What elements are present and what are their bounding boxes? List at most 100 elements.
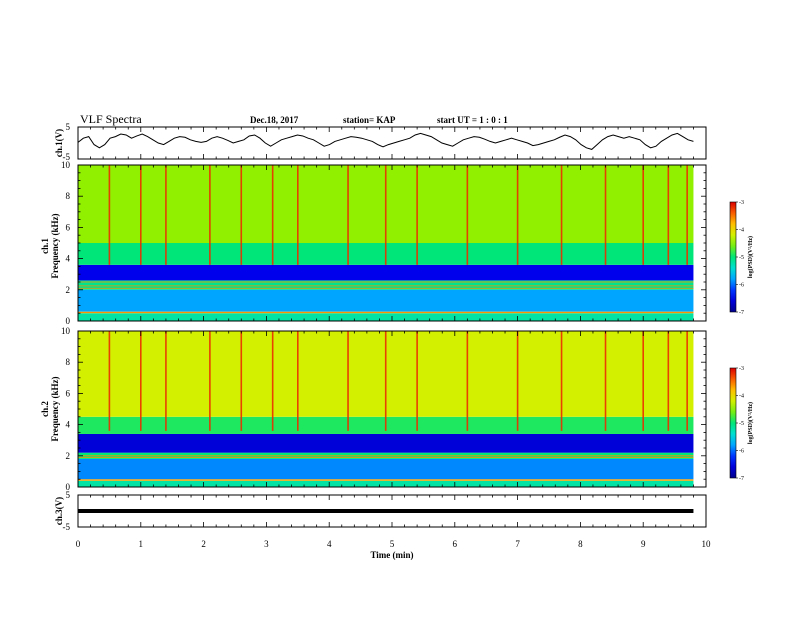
colorbar-label: log(PSD)(V²/Hz) bbox=[747, 402, 754, 444]
header-date: Dec.18, 2017 bbox=[250, 115, 299, 125]
colorbar-label: log(PSD)(V²/Hz) bbox=[747, 236, 754, 278]
ch1-spectrogram-ylabel-channel: ch.1 bbox=[40, 238, 50, 254]
freq-tick-label-0: 0 bbox=[66, 316, 71, 326]
colorbar-tick-label--5: -5 bbox=[739, 255, 744, 261]
sferic-15 bbox=[667, 331, 670, 431]
header-station: station= KAP bbox=[343, 115, 396, 125]
time-axis-label: Time (min) bbox=[370, 550, 413, 560]
spectral-band-2 bbox=[78, 458, 694, 480]
sferic-13 bbox=[604, 331, 607, 431]
freq-tick-label-4: 4 bbox=[66, 254, 71, 264]
sferic-5 bbox=[271, 331, 274, 431]
ch1-waveform-ylabel: ch.1(V) bbox=[54, 129, 64, 157]
sferic-14 bbox=[642, 331, 644, 431]
ch2-spectrogram-ticks: 0 2 4 6 8 10 bbox=[61, 326, 707, 492]
colorbar-scale bbox=[729, 367, 737, 479]
colorbar-tick-label--7: -7 bbox=[739, 476, 744, 482]
ch1-waveform-panel: 5 -5 ch.1(V) bbox=[54, 122, 707, 162]
ch3-waveform-panel: 5 -5 ch.3(V) bbox=[54, 490, 707, 532]
freq-tick-label-6: 6 bbox=[66, 222, 71, 232]
ch3-ytick-top: 5 bbox=[66, 490, 71, 500]
sferic-2 bbox=[165, 331, 167, 431]
spectral-band-0 bbox=[78, 480, 694, 487]
colorbar-tick-label--3: -3 bbox=[739, 366, 744, 372]
freq-tick-label-8: 8 bbox=[66, 191, 71, 201]
figure-title: VLF Spectra bbox=[80, 112, 142, 126]
time-tick-label-0: 0 bbox=[76, 539, 81, 549]
ch3-waveform-ylabel: ch.3(V) bbox=[54, 497, 64, 525]
freq-tick-label-10: 10 bbox=[61, 326, 71, 336]
sferic-6 bbox=[297, 165, 299, 265]
ch1-waveform-ticks bbox=[77, 127, 707, 159]
sferic-15 bbox=[667, 165, 670, 265]
spectral-band-4 bbox=[78, 433, 694, 453]
ch1-ytick-bottom: -5 bbox=[63, 152, 71, 162]
ch3-ytick-bottom: -5 bbox=[63, 522, 71, 532]
freq-tick-label-10: 10 bbox=[61, 160, 71, 170]
ch1-waveform-frame bbox=[77, 126, 707, 160]
ch2-spectrogram-panel: 0 2 4 6 8 10 ch.2 Frequency (kHz) -3 -4 -5 -6 -7 l… bbox=[40, 326, 754, 492]
sferic-10 bbox=[466, 165, 469, 265]
sferic-6 bbox=[297, 331, 299, 431]
ch1-colorbar: -3 -4 -5 -6 -7 log(PSD)(V²/Hz) bbox=[729, 200, 754, 316]
freq-tick-label-4: 4 bbox=[66, 420, 71, 430]
ch2-spectrogram-sferics bbox=[108, 331, 688, 431]
sferic-4 bbox=[240, 331, 243, 431]
time-tick-label-5: 5 bbox=[390, 539, 395, 549]
header-start-time: start UT = 1 : 0 : 1 bbox=[437, 115, 508, 125]
ch1-spectrogram-ylabel-frequency: Frequency (kHz) bbox=[50, 213, 60, 278]
sferic-2 bbox=[165, 165, 167, 265]
ch1-waveform-line bbox=[77, 132, 694, 150]
ch1-ytick-top: 5 bbox=[66, 122, 71, 132]
time-tick-label-3: 3 bbox=[264, 539, 269, 549]
time-tick-label-4: 4 bbox=[327, 539, 332, 549]
ch2-spectrogram-lines bbox=[78, 455, 694, 481]
ch2-colorbar: -3 -4 -5 -6 -7 log(PSD)(V²/Hz) bbox=[729, 366, 754, 482]
time-axis: 0 1 2 3 4 5 6 7 8 9 10 bbox=[76, 539, 711, 549]
time-tick-label-7: 7 bbox=[515, 539, 520, 549]
ch1-spectrogram-sferics bbox=[108, 165, 688, 265]
sferic-3 bbox=[209, 331, 211, 431]
spectral-band-0 bbox=[78, 313, 694, 321]
sferic-8 bbox=[384, 165, 387, 265]
colorbar-tick-label--4: -4 bbox=[739, 228, 744, 234]
colorbar-tick-label--4: -4 bbox=[739, 394, 744, 400]
ch2-spectrogram-ylabel-frequency: Frequency (kHz) bbox=[50, 376, 60, 441]
sferic-1 bbox=[140, 331, 142, 431]
time-tick-label-10: 10 bbox=[702, 539, 712, 549]
sferic-0 bbox=[108, 331, 111, 431]
sferic-13 bbox=[604, 165, 607, 265]
time-tick-label-9: 9 bbox=[641, 539, 646, 549]
sferic-11 bbox=[516, 165, 519, 265]
sferic-7 bbox=[347, 165, 349, 265]
sferic-9 bbox=[416, 331, 418, 431]
ch1-spectrogram-lines bbox=[78, 281, 694, 313]
sferic-8 bbox=[384, 331, 387, 431]
colorbar-scale bbox=[729, 201, 737, 313]
colorbar-tick-label--3: -3 bbox=[739, 200, 744, 206]
colorbar-tick-label--6: -6 bbox=[739, 283, 744, 289]
colorbar-tick-label--5: -5 bbox=[739, 421, 744, 427]
spectral-band-3 bbox=[78, 280, 694, 290]
colorbar-tick-label--6: -6 bbox=[739, 449, 744, 455]
time-tick-label-1: 1 bbox=[139, 539, 144, 549]
sferic-7 bbox=[347, 331, 349, 431]
ch2-spectrogram-ylabel-channel: ch.2 bbox=[40, 401, 50, 417]
spectral-band-4 bbox=[78, 264, 694, 281]
time-tick-label-6: 6 bbox=[453, 539, 458, 549]
sferic-16 bbox=[686, 331, 688, 431]
time-tick-label-2: 2 bbox=[201, 539, 206, 549]
ch1-spectrogram-ticks: 0 2 4 6 8 10 bbox=[61, 160, 707, 326]
freq-tick-label-0: 0 bbox=[66, 482, 71, 492]
sferic-12 bbox=[560, 165, 563, 265]
sferic-9 bbox=[416, 165, 418, 265]
freq-tick-label-6: 6 bbox=[66, 388, 71, 398]
freq-tick-label-2: 2 bbox=[66, 285, 71, 295]
time-tick-label-8: 8 bbox=[578, 539, 583, 549]
ch1-spectrogram-panel: 0 2 4 6 8 10 ch.1 Frequency (kHz) -3 -4 -5 -6 -7 l… bbox=[40, 160, 754, 326]
sferic-4 bbox=[240, 165, 243, 265]
freq-tick-label-2: 2 bbox=[66, 451, 71, 461]
sferic-10 bbox=[466, 331, 469, 431]
